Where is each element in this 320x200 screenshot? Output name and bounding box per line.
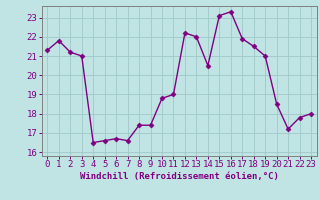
X-axis label: Windchill (Refroidissement éolien,°C): Windchill (Refroidissement éolien,°C) [80,172,279,181]
